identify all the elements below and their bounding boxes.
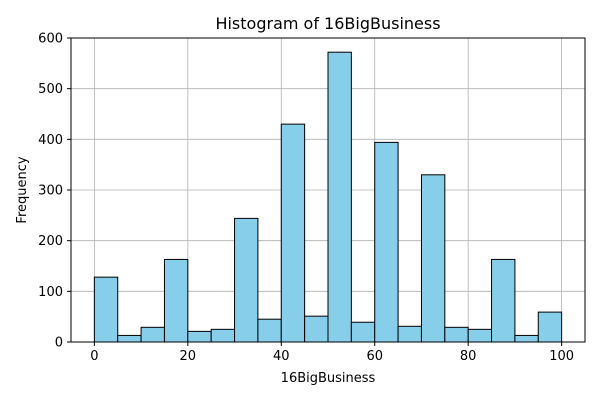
x-tick-label: 0	[90, 349, 98, 364]
histogram-bar-19	[537, 311, 563, 343]
x-tick-label: 100	[549, 349, 574, 364]
histogram-bar-5	[210, 328, 236, 343]
histogram-bar-3	[163, 258, 189, 343]
histogram-bar-11	[350, 321, 376, 343]
histogram-bar-2	[140, 326, 165, 343]
histogram-bar-16	[467, 328, 493, 343]
y-tick-label: 0	[55, 336, 63, 351]
axis-ticks: 0 20 40 60 80 100 0 100 200 300 400 500 600	[38, 32, 574, 365]
histogram-bar-12	[374, 141, 399, 343]
histogram-bar-0	[93, 276, 119, 343]
chart-title: Histogram of 16BigBusiness	[215, 14, 440, 33]
x-tick-label: 80	[460, 349, 477, 364]
y-tick-label: 600	[38, 32, 63, 47]
x-tick-label: 20	[180, 349, 197, 364]
x-axis-label: 16BigBusiness	[281, 371, 376, 386]
histogram-bar-13	[397, 325, 422, 343]
histogram-bar-9	[304, 315, 329, 343]
y-tick-label: 300	[38, 184, 63, 199]
x-tick-label: 40	[273, 349, 290, 364]
histogram-bar-18	[514, 334, 539, 343]
bars	[93, 51, 563, 343]
x-tick-label: 60	[366, 349, 383, 364]
histogram-bar-17	[491, 258, 516, 343]
histogram-bar-14	[420, 174, 446, 343]
histogram-bar-7	[257, 318, 282, 343]
y-tick-label: 200	[38, 234, 63, 249]
histogram-bar-10	[327, 51, 352, 343]
y-tick-label: 100	[38, 285, 63, 300]
plot-frame	[70, 37, 586, 343]
y-tick-label: 400	[38, 133, 63, 148]
y-tick-label: 500	[38, 82, 63, 97]
histogram-bar-1	[117, 334, 142, 343]
histogram-bar-4	[187, 330, 212, 343]
histogram-bar-8	[280, 123, 306, 343]
histogram-bar-15	[444, 326, 469, 343]
y-axis-label: Frequency	[15, 156, 30, 223]
histogram-bar-6	[234, 217, 259, 343]
